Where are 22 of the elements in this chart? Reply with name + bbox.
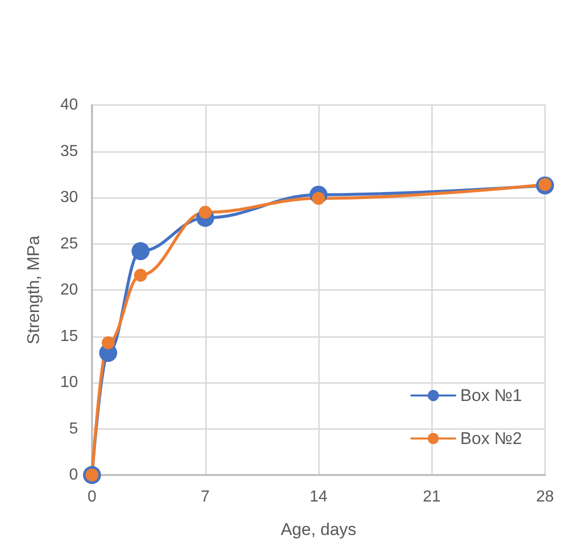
legend-label: Box №2 (460, 429, 522, 448)
y-tick-label: 40 (60, 96, 78, 114)
y-tick-label: 20 (60, 282, 78, 298)
point (132, 242, 150, 260)
legend-label: Box №1 (460, 386, 522, 405)
y-tick-label: 5 (69, 420, 78, 438)
point (134, 268, 148, 282)
point (198, 206, 212, 219)
y-tick-label: 35 (60, 142, 78, 160)
x-tick-label: 0 (88, 488, 97, 506)
x-tick-label: 7 (200, 488, 210, 506)
y-tick-label: 30 (60, 189, 78, 206)
x-tick-label: 14 (310, 488, 328, 506)
y-tick-label: 0 (69, 466, 78, 484)
y-axis-title: Strength, MPa (24, 235, 43, 344)
y-tick-label: 10 (60, 374, 78, 391)
x-tick-label: 21 (422, 488, 441, 506)
x-axis-title: Age, days (280, 520, 356, 539)
y-tick-label: 25 (60, 235, 78, 252)
y-tick-label: 15 (60, 328, 78, 345)
point (102, 336, 115, 350)
x-tick-label: 28 (536, 488, 554, 506)
